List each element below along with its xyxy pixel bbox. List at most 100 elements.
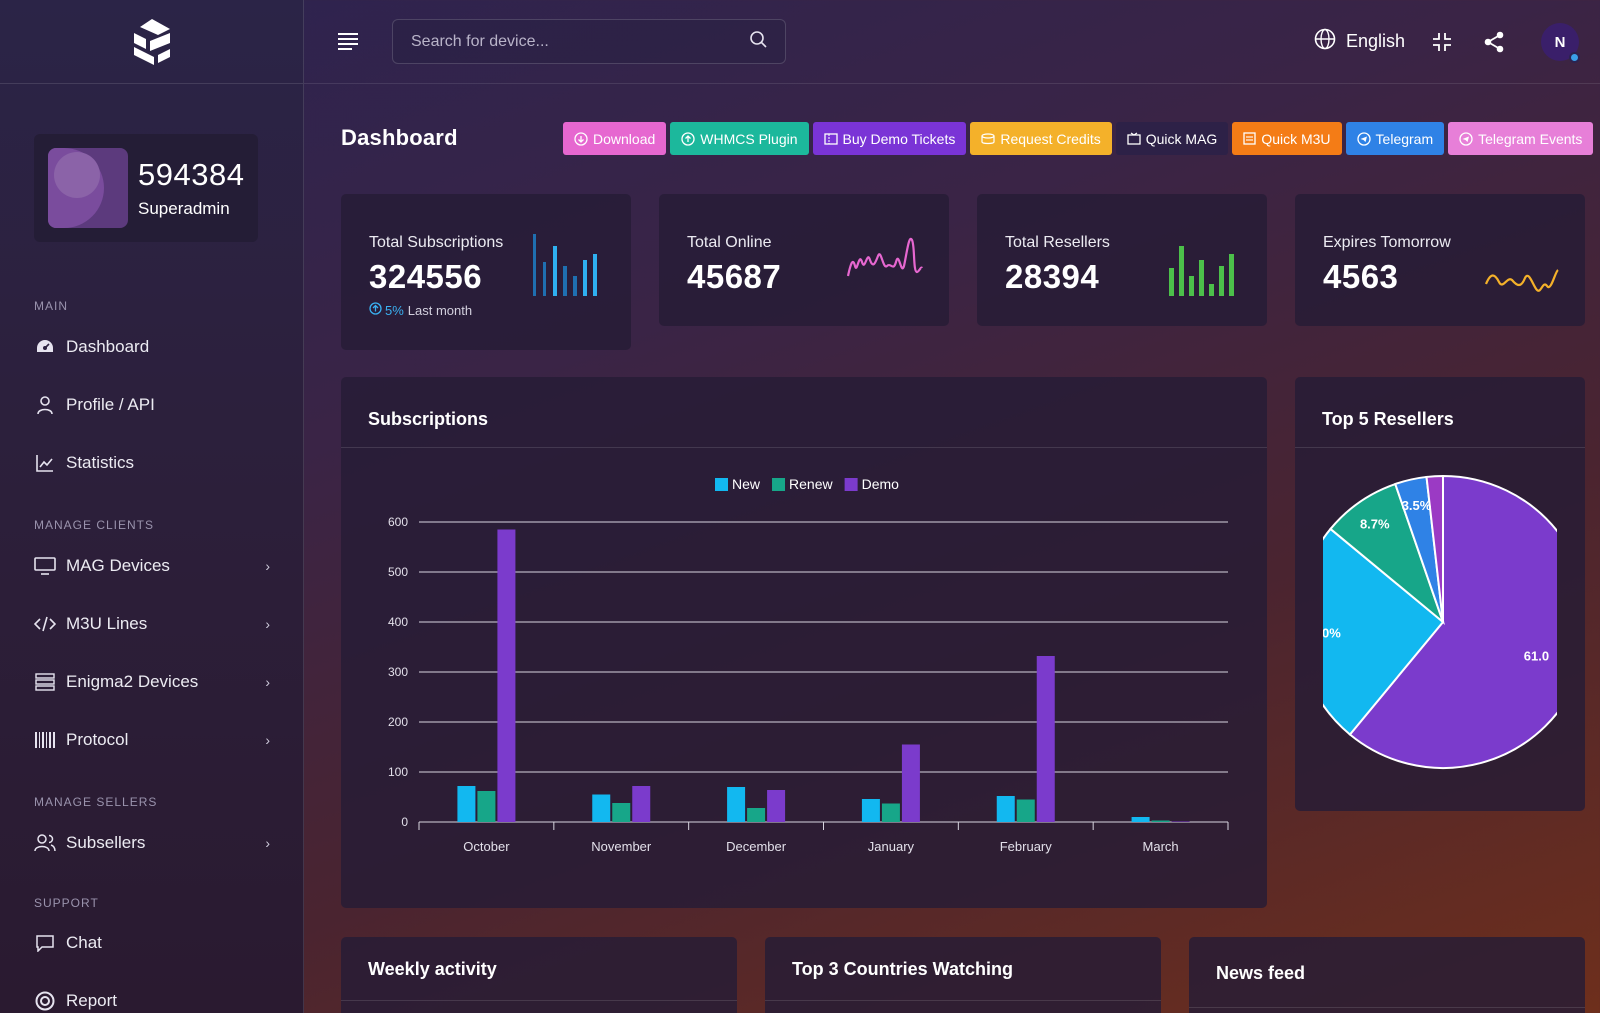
page-title: Dashboard	[341, 125, 458, 150]
panel-title: Subscriptions	[368, 409, 489, 429]
logo[interactable]	[0, 0, 303, 84]
menu-toggle-icon[interactable]	[338, 32, 358, 50]
bar-renew[interactable]	[1016, 799, 1035, 823]
pie-slice-label: .0%	[1323, 626, 1341, 641]
y-tick-label: 400	[388, 615, 408, 629]
bar-demo[interactable]	[632, 786, 651, 822]
sidebar-item-label: MAG Devices	[66, 556, 170, 575]
bar-new[interactable]	[996, 796, 1015, 822]
whmcs-plugin-button[interactable]: WHMCS Plugin	[670, 122, 809, 155]
fullscreen-exit-icon[interactable]	[1430, 30, 1454, 54]
bar-new[interactable]	[592, 794, 611, 823]
legend-label[interactable]: New	[732, 476, 761, 492]
share-icon[interactable]	[1482, 30, 1506, 54]
sidebar-item-chat[interactable]: Chat	[34, 929, 270, 957]
barcode-icon	[34, 730, 56, 750]
sidebar-item-label: Subsellers	[66, 833, 146, 852]
bar-new[interactable]	[1131, 817, 1150, 822]
chevron-right-icon: ›	[265, 674, 270, 690]
y-tick-label: 300	[388, 665, 408, 679]
stat-card-expires-tomorrow: Expires Tomorrow 4563	[1295, 194, 1585, 326]
tv-icon	[1127, 132, 1141, 145]
weekly-activity-panel: Weekly activity	[341, 937, 737, 1013]
bar-demo[interactable]	[1171, 821, 1190, 823]
stat-label: Total Resellers	[1005, 234, 1110, 251]
telegram-icon	[1459, 131, 1473, 146]
users-icon	[34, 833, 56, 853]
bar-renew[interactable]	[612, 803, 631, 822]
sidebar-item-profile[interactable]: Profile / API	[34, 391, 270, 419]
bar-new[interactable]	[861, 799, 880, 822]
telegram-events-button[interactable]: Telegram Events	[1448, 122, 1594, 155]
bar-renew[interactable]	[881, 803, 900, 823]
buy-demo-tickets-button[interactable]: Buy Demo Tickets	[812, 122, 967, 155]
sidebar-item-statistics[interactable]: Statistics	[34, 449, 270, 477]
cloud-download-icon	[574, 131, 588, 146]
stat-value: 28394	[1005, 258, 1100, 295]
request-credits-button[interactable]: Request Credits	[970, 122, 1112, 155]
sidebar-item-subsellers[interactable]: Subsellers ›	[34, 829, 270, 857]
user-icon	[34, 395, 56, 415]
user-role: Superadmin	[138, 199, 230, 218]
bar-demo[interactable]	[1036, 656, 1055, 822]
sidebar-item-enigma2-devices[interactable]: Enigma2 Devices ›	[34, 668, 270, 696]
bar-demo[interactable]	[901, 744, 920, 823]
stat-label: Total Subscriptions	[369, 234, 504, 251]
line-chart-icon	[34, 453, 56, 473]
bar-new[interactable]	[457, 786, 476, 822]
sidebar-item-label: Report	[66, 991, 118, 1010]
stat-value: 45687	[687, 258, 782, 295]
search-input[interactable]	[411, 32, 749, 51]
bar-renew[interactable]	[477, 791, 496, 822]
bar-sparkline	[533, 234, 597, 296]
pie-slice[interactable]	[1425, 474, 1444, 623]
search-icon[interactable]	[749, 30, 767, 53]
stat-trend: 5% Last month	[369, 302, 472, 318]
bar-renew[interactable]	[1151, 820, 1170, 823]
bar-demo[interactable]	[767, 790, 786, 822]
avatar	[48, 148, 128, 228]
sidebar-item-protocol[interactable]: Protocol ›	[34, 726, 270, 754]
quick-mag-button[interactable]: Quick MAG	[1115, 122, 1229, 155]
news-feed-panel: News feed	[1189, 937, 1585, 1013]
y-tick-label: 100	[388, 765, 408, 779]
ticket-icon	[823, 132, 838, 145]
panel-title: Weekly activity	[368, 959, 497, 979]
y-tick-label: 600	[388, 515, 408, 529]
stat-label: Total Online	[687, 234, 772, 251]
sidebar-item-label: Enigma2 Devices	[66, 672, 199, 691]
stat-card-total-online: Total Online 45687	[659, 194, 949, 326]
telegram-button[interactable]: Telegram	[1345, 122, 1445, 155]
chevron-right-icon: ›	[265, 616, 270, 632]
user-card[interactable]: 594384 Superadmin	[34, 134, 258, 242]
pie-slice[interactable]	[1323, 527, 1445, 736]
top-header: English N	[304, 0, 1600, 84]
quick-m3u-button[interactable]: Quick M3U	[1232, 122, 1342, 155]
bar-renew[interactable]	[747, 808, 766, 822]
legend-label[interactable]: Demo	[862, 476, 900, 492]
download-button[interactable]: Download	[563, 122, 667, 155]
sidebar-item-report[interactable]: Report	[34, 987, 270, 1013]
subscriptions-panel: Subscriptions 0 100 200 300 400 500 600 October…	[341, 377, 1267, 908]
code-icon	[34, 614, 56, 634]
sidebar: 594384 Superadmin MAIN Dashboard Profile…	[0, 0, 304, 1013]
sidebar-item-mag-devices[interactable]: MAG Devices ›	[34, 552, 270, 580]
y-tick-label: 200	[388, 715, 408, 729]
stat-card-total-subscriptions: Total Subscriptions 324556 5% Last month	[341, 194, 631, 350]
stat-card-total-resellers: Total Resellers 28394	[977, 194, 1267, 326]
pie-slice[interactable]	[1348, 474, 1557, 769]
bar-demo[interactable]	[497, 529, 516, 823]
section-main: MAIN	[34, 299, 68, 313]
online-status-dot	[1569, 52, 1580, 63]
legend-label[interactable]: Renew	[789, 476, 833, 492]
language-selector[interactable]: English	[1314, 28, 1405, 55]
sidebar-item-m3u-lines[interactable]: M3U Lines ›	[34, 610, 270, 638]
arrow-up-circle-icon	[369, 302, 382, 318]
search-bar	[392, 19, 786, 64]
trend-percent: 5%	[385, 302, 404, 318]
bar-new[interactable]	[727, 787, 746, 822]
sidebar-item-dashboard[interactable]: Dashboard	[34, 333, 270, 361]
server-icon	[34, 672, 56, 692]
x-tick-label: November	[591, 839, 652, 854]
brand-logo-icon	[133, 18, 170, 65]
